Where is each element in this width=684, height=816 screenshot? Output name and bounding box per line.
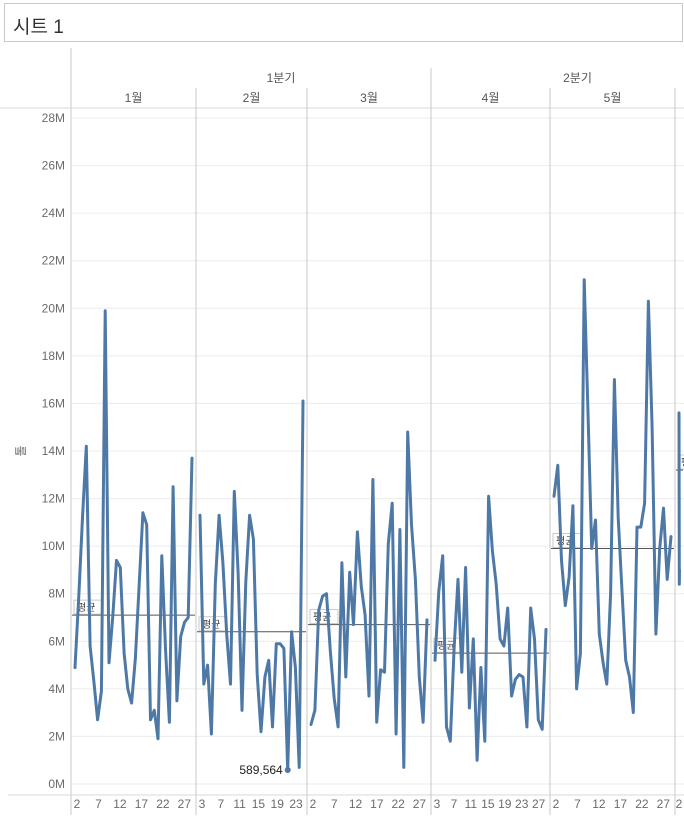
x-tick-label: 3: [199, 797, 206, 811]
x-tick-label: 2: [74, 797, 81, 811]
x-axis-ticks: 2 7 12 17 22 27 3 7 11 15 19 23 2 7 12 17 22 27 3 7 11 15 19 23…: [74, 797, 683, 811]
x-tick-label: 15: [252, 797, 266, 811]
x-tick-label: 15: [481, 797, 495, 811]
series-line-month-2: [198, 399, 305, 772]
y-tick-label: 28M: [42, 111, 65, 125]
series-lines: [73, 278, 681, 772]
y-tick-label: 18M: [42, 349, 65, 363]
x-tick-label: 17: [614, 797, 628, 811]
series-line-month-1: [73, 309, 194, 741]
x-tick-label: 22: [635, 797, 649, 811]
x-tick-label: 22: [391, 797, 405, 811]
x-tick-label: 2: [553, 797, 560, 811]
x-tick-label: 17: [370, 797, 384, 811]
x-tick-label: 11: [233, 797, 246, 811]
y-tick-label: 22M: [42, 254, 65, 268]
x-tick-label: 17: [135, 797, 149, 811]
x-tick-label: 2: [676, 797, 683, 811]
x-tick-label: 7: [451, 797, 458, 811]
y-tick-label: 20M: [42, 301, 65, 315]
x-tick-label: 7: [574, 797, 581, 811]
y-tick-label: 0M: [48, 777, 65, 791]
month-header: 1월: [125, 91, 143, 105]
x-tick-label: 7: [217, 797, 224, 811]
column-headers: 1분기 2분기 1월 2월 3월 4월 5월: [125, 71, 622, 105]
x-tick-label: 22: [156, 797, 170, 811]
sheet-title-bar: 시트 1: [4, 3, 683, 42]
callout-point: [284, 766, 291, 773]
sheet-title: 시트 1: [13, 17, 64, 38]
y-tick-label: 14M: [42, 444, 65, 458]
y-tick-label: 16M: [42, 396, 65, 410]
y-tick-label: 26M: [42, 159, 65, 173]
x-tick-label: 19: [498, 797, 512, 811]
x-tick-label: 23: [515, 797, 529, 811]
x-tick-label: 27: [532, 797, 546, 811]
x-tick-label: 27: [413, 797, 427, 811]
y-tick-label: 24M: [42, 206, 65, 220]
x-tick-label: 7: [331, 797, 338, 811]
quarter-header: 1분기: [267, 71, 296, 85]
y-tick-label: 6M: [48, 634, 65, 648]
x-tick-label: 7: [95, 797, 102, 811]
x-tick-label: 12: [113, 797, 127, 811]
y-axis-title: 톨: [14, 445, 28, 456]
x-tick-label: 2: [310, 797, 317, 811]
x-tick-label: 3: [434, 797, 441, 811]
x-tick-label: 11: [465, 797, 478, 811]
callout-label: 589,564: [239, 763, 283, 777]
y-tick-label: 2M: [48, 729, 65, 743]
y-tick-label: 4M: [48, 682, 65, 696]
x-tick-label: 27: [178, 797, 192, 811]
month-header: 4월: [482, 91, 500, 105]
gridlines: [71, 117, 684, 785]
average-label: 평: [681, 457, 684, 469]
y-tick-label: 12M: [42, 492, 65, 506]
x-tick-label: 12: [349, 797, 363, 811]
x-tick-label: 12: [592, 797, 606, 811]
month-header: 3월: [360, 91, 378, 105]
quarter-header: 2분기: [563, 71, 592, 85]
x-tick-label: 19: [271, 797, 285, 811]
average-label: 평균: [202, 619, 220, 631]
y-tick-label: 10M: [42, 539, 65, 553]
y-axis: 0M 2M 4M 6M 8M 10M 12M 14M 16M 18M 20M 22M 24M 26M 28M…: [14, 111, 65, 791]
series-line-month-3: [309, 430, 429, 769]
series-line-month-5: [552, 278, 673, 715]
month-header: 5월: [604, 91, 622, 105]
series-line-month-6: [677, 411, 681, 586]
series-line-month-4: [433, 494, 548, 762]
x-tick-label: 23: [289, 797, 303, 811]
y-tick-label: 8M: [48, 587, 65, 601]
callouts: 589,564: [239, 763, 291, 777]
month-header: 2월: [243, 91, 261, 105]
pane-dividers: [0, 48, 684, 815]
x-tick-label: 27: [657, 797, 671, 811]
